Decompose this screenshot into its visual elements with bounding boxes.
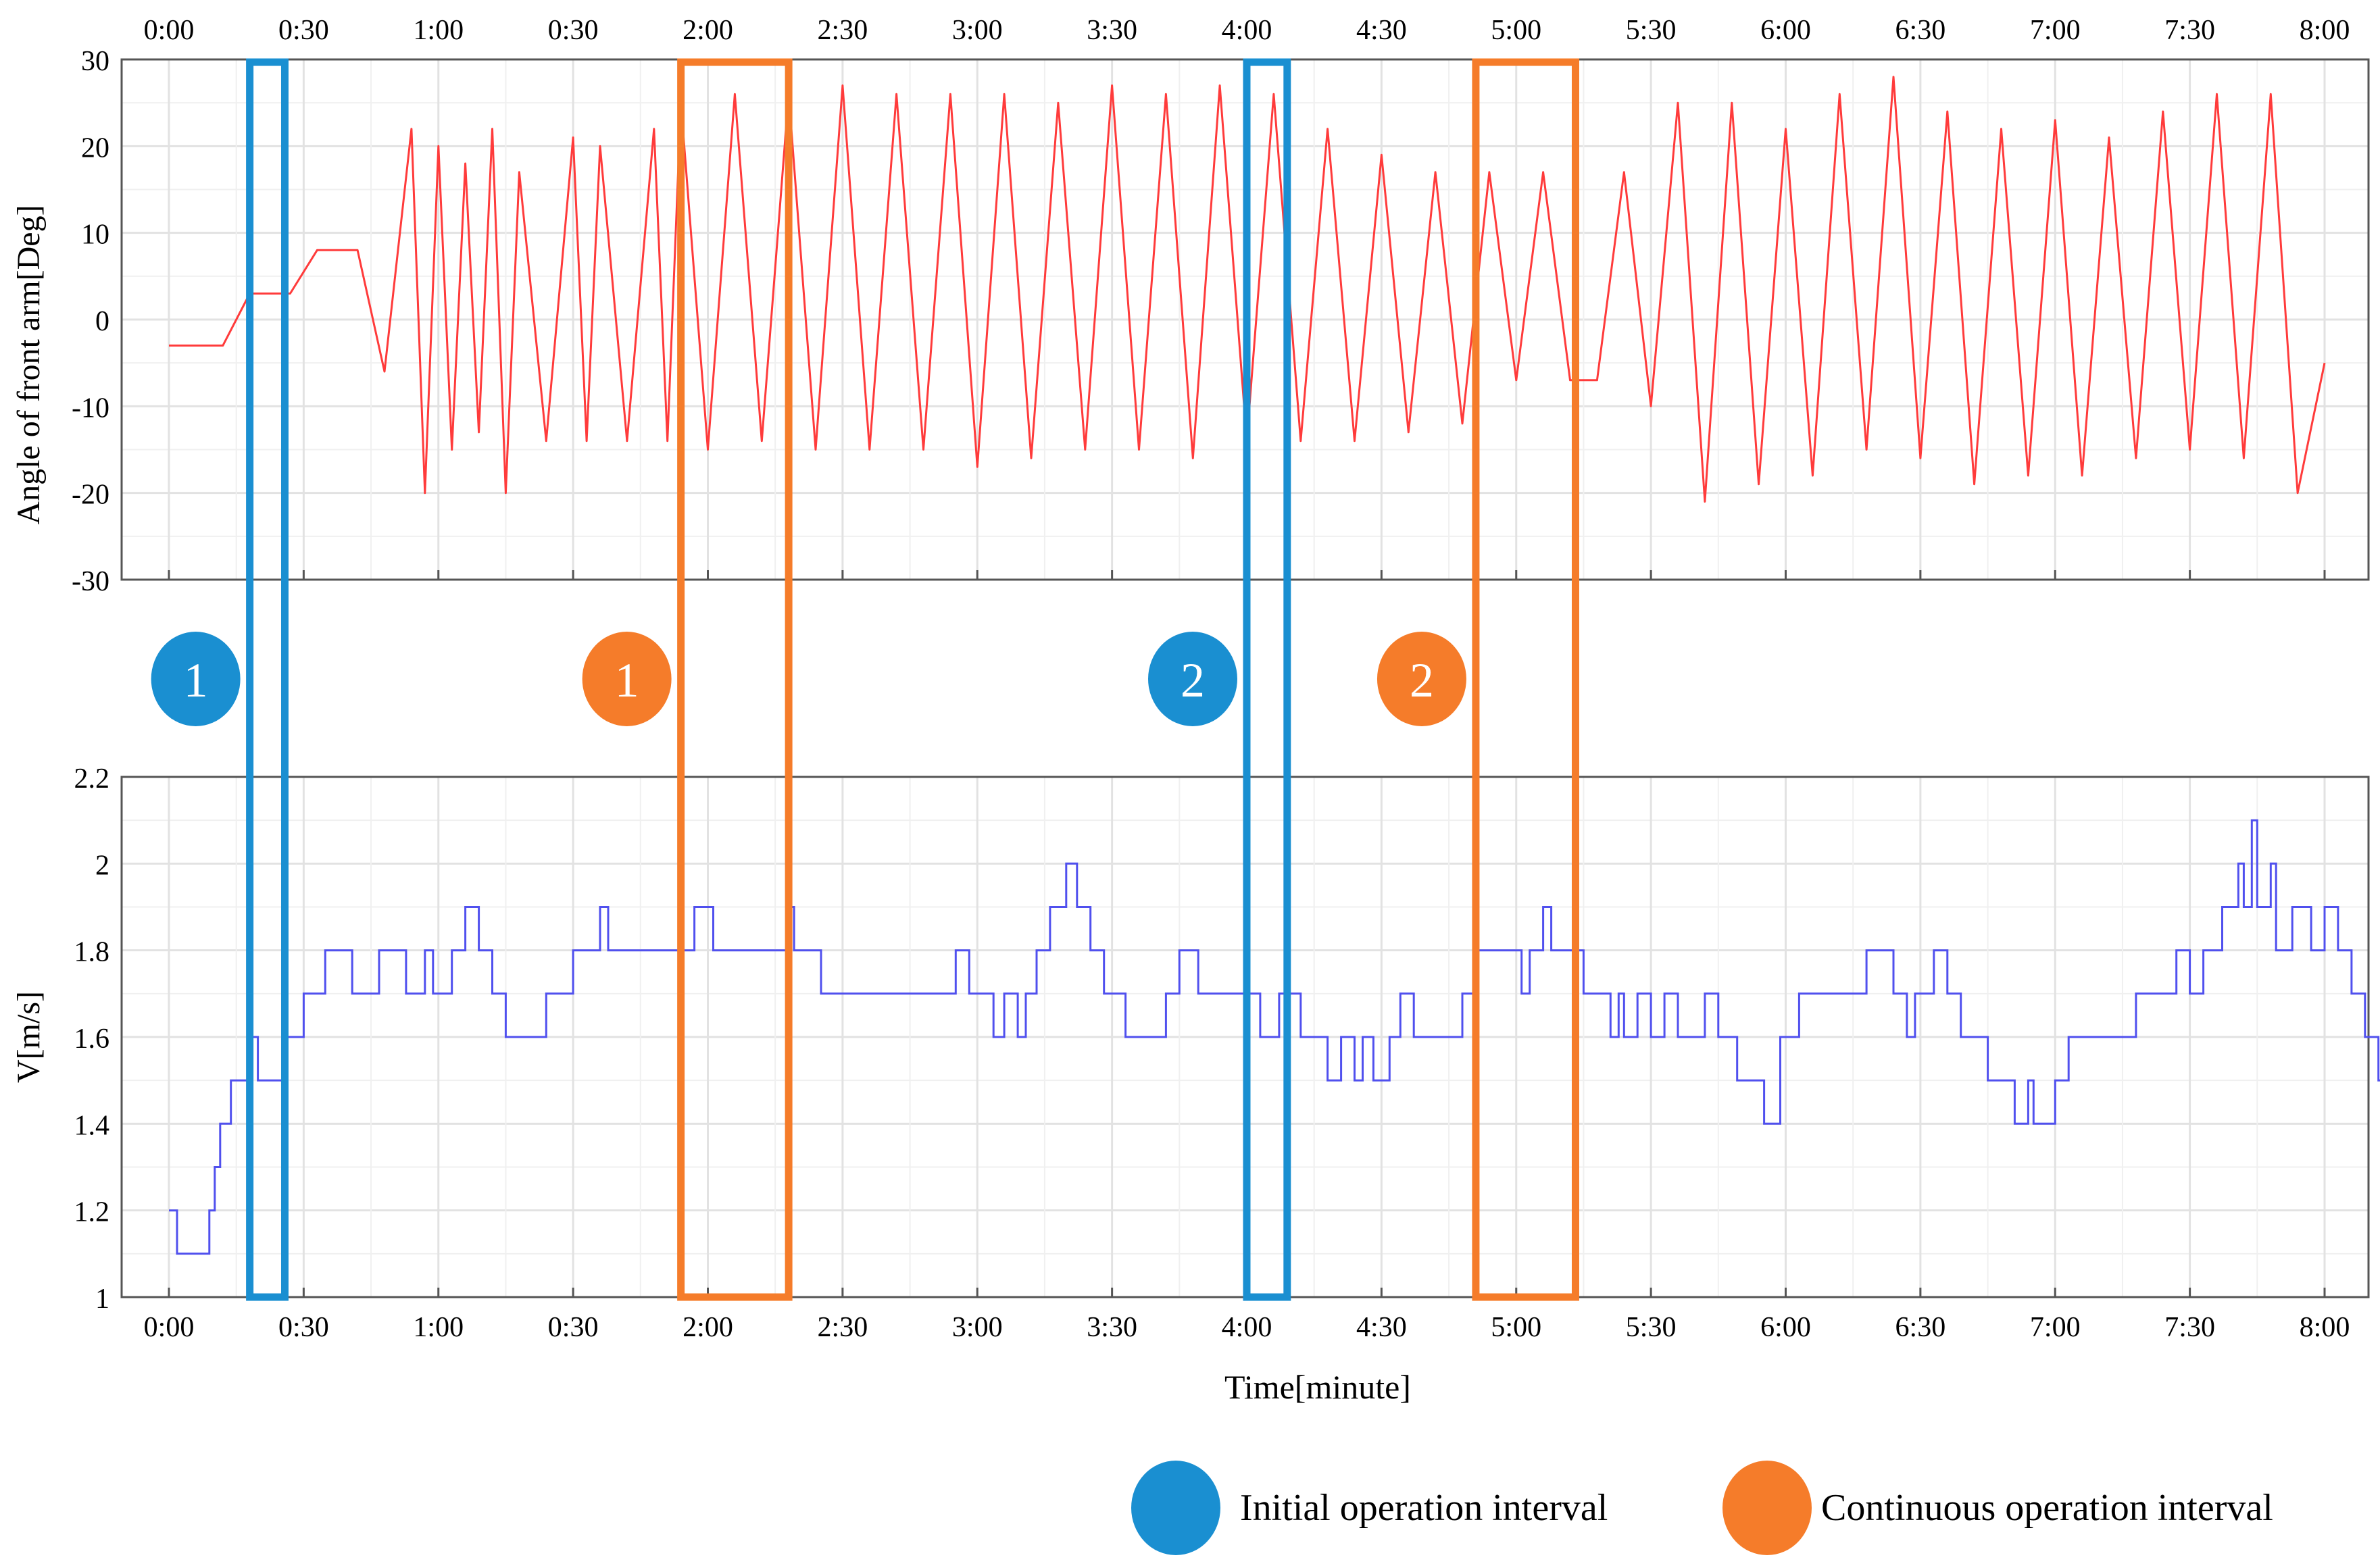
x-tick-label: 2:00 xyxy=(683,15,733,46)
x-tick-label: 0:30 xyxy=(548,15,599,46)
x-tick-label: 2:30 xyxy=(818,1312,868,1343)
legend-continuous-swatch xyxy=(1722,1461,1812,1555)
y-tick-label: 30 xyxy=(81,46,109,77)
y-tick-label: 1.8 xyxy=(74,937,110,968)
y-tick-label: 2 xyxy=(95,850,109,881)
x-tick-label: 7:30 xyxy=(2164,15,2215,46)
x-tick-label: 7:00 xyxy=(2030,1312,2081,1343)
x-tick-label: 6:30 xyxy=(1895,1312,1946,1343)
x-tick-label: 8:00 xyxy=(2300,15,2350,46)
x-tick-label: 5:30 xyxy=(1626,15,1677,46)
x-tick-label: 2:00 xyxy=(683,1312,733,1343)
x-tick-label: 0:30 xyxy=(548,1312,599,1343)
x-tick-label: 5:00 xyxy=(1491,1312,1541,1343)
x-tick-label: 0:30 xyxy=(278,1312,329,1343)
x-tick-label: 5:30 xyxy=(1626,1312,1677,1343)
y-tick-label: 20 xyxy=(81,132,109,163)
x-tick-label: 2:30 xyxy=(818,15,868,46)
y-tick-label: 1.2 xyxy=(74,1197,110,1228)
y-tick-label: 1 xyxy=(95,1284,109,1315)
interval-badge-label: 2 xyxy=(1410,653,1434,707)
interval-badge-label: 2 xyxy=(1181,653,1205,707)
x-tick-label: 3:00 xyxy=(952,1312,1003,1343)
x-tick-label: 3:30 xyxy=(1087,1312,1137,1343)
y-tick-label: 2.2 xyxy=(74,763,110,794)
y-tick-label: 1.6 xyxy=(74,1023,110,1055)
x-tick-label: 1:00 xyxy=(413,1312,464,1343)
x-tick-label: 6:30 xyxy=(1895,15,1946,46)
top-chart: -30 -20 -10 0 10 20 30 0:00 0:30 1:00 0:30 2:00 2:30… xyxy=(72,15,2369,597)
x-tick-label: 4:00 xyxy=(1222,15,1272,46)
x-tick-label: 0:00 xyxy=(144,15,195,46)
y-tick-label: 10 xyxy=(81,220,109,251)
y-tick-label: 0 xyxy=(95,306,109,337)
interval-badge-label: 1 xyxy=(615,653,639,707)
y-tick-label: 1.4 xyxy=(74,1110,110,1141)
x-tick-label: 7:00 xyxy=(2030,15,2081,46)
x-tick-label: 4:30 xyxy=(1356,1312,1407,1343)
x-tick-label: 6:00 xyxy=(1760,15,1811,46)
x-tick-label: 8:00 xyxy=(2300,1312,2350,1343)
y-tick-label: -10 xyxy=(72,393,109,424)
y-tick-label: -20 xyxy=(72,480,109,511)
x-tick-label: 0:00 xyxy=(144,1312,195,1343)
legend-continuous-label: Continuous operation interval xyxy=(1821,1487,2273,1529)
legend: Initial operation interval Continuous op… xyxy=(1131,1461,2273,1555)
x-tick-label: 4:30 xyxy=(1356,15,1407,46)
x-tick-label: 6:00 xyxy=(1760,1312,1811,1343)
x-tick-label: 3:30 xyxy=(1087,15,1137,46)
interval-badge-label: 1 xyxy=(184,653,208,707)
x-tick-label: 3:00 xyxy=(952,15,1003,46)
y-tick-label: -30 xyxy=(72,566,109,597)
legend-initial-swatch xyxy=(1131,1461,1220,1555)
x-tick-label: 4:00 xyxy=(1222,1312,1272,1343)
x-axis-label: Time[minute] xyxy=(1224,1368,1411,1406)
top-y-axis-label: Angle of front arm[Deg] xyxy=(11,205,47,524)
x-tick-label: 5:00 xyxy=(1491,15,1541,46)
bottom-chart: 1 1.2 1.4 1.6 1.8 2 2.2 0:00 0:30 1:00 0:30 2:00 2:3… xyxy=(74,763,2380,1343)
x-tick-label: 1:00 xyxy=(413,15,464,46)
legend-initial-label: Initial operation interval xyxy=(1240,1487,1608,1529)
x-tick-label: 7:30 xyxy=(2164,1312,2215,1343)
x-tick-label: 0:30 xyxy=(278,15,329,46)
bottom-y-axis-label: V[m/s] xyxy=(11,991,47,1083)
